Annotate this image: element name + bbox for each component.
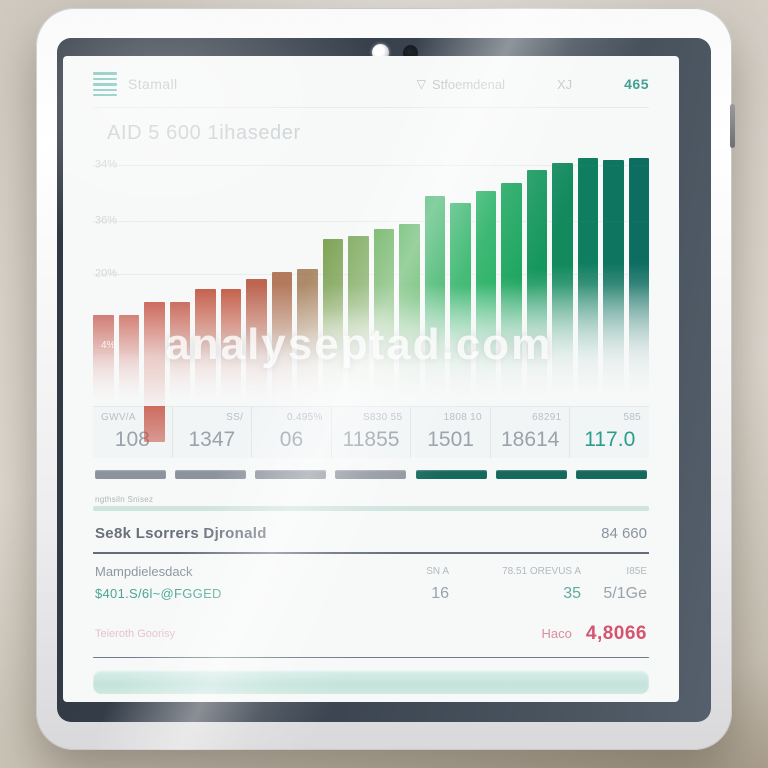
total-row-label: Teieroth Goorisy [95, 627, 176, 640]
gridline [93, 221, 649, 223]
secondary-control[interactable]: XJ [556, 76, 573, 92]
power-button [730, 104, 735, 148]
pager-segment[interactable] [255, 469, 327, 479]
list-item[interactable]: $401.S/6l~@FGGED 16 35 5/1Ge [93, 581, 649, 613]
gridline [93, 274, 649, 276]
stat-value: 1501 [427, 427, 474, 451]
stat-cell: 0.495% 06 [251, 406, 331, 458]
section-label: ngthsiln Snisez [95, 494, 154, 504]
funnel-icon: ▽ [416, 77, 426, 92]
menu-group: Stamall [93, 72, 178, 97]
list-item-col2: 35 [563, 584, 581, 602]
gridline [93, 165, 649, 167]
watermark-text: analyseptad.com [165, 319, 553, 369]
total-value: 4,8066 [585, 622, 647, 644]
top-bar: Stamall ▽ Stfoemdenal XJ 465 [93, 62, 649, 108]
pager-segment[interactable] [575, 469, 647, 479]
section-underline [93, 505, 649, 511]
stat-value: 18614 [500, 427, 560, 451]
bar-chart: 4% analyseptad.com 34% 36% 20% [87, 153, 655, 442]
stat-label: 68291 [532, 411, 562, 423]
stats-strip: GWV/A 108 SS/1347 0.495% 06 S830 55 11855 1808 … [93, 405, 649, 458]
screen-bezel: Stamall ▽ Stfoemdenal XJ 465 AID 5 600 1… [57, 38, 711, 722]
pager-segment[interactable] [175, 469, 247, 479]
chart-fade-overlay [87, 284, 655, 406]
subheader-label: Mampdielesdack [95, 563, 193, 579]
stat-label: 585 [623, 411, 642, 423]
stat-cell: SS/1347 [171, 406, 252, 458]
stat-label: 0.495% [287, 411, 323, 423]
stat-value: 117.0 [584, 427, 636, 451]
subheader-col2: 78.51 OREVUS A [502, 565, 581, 577]
page-title: AID 5 600 1ihaseder [107, 121, 301, 144]
y-tick-label: 34% [95, 158, 118, 171]
count-badge: 465 [624, 76, 649, 93]
filter-control[interactable]: ▽ Stfoemdenal [417, 77, 505, 92]
list-item-label: Se8k Lsorrers Djronald [95, 524, 267, 542]
topbar-right-group: ▽ Stfoemdenal XJ 465 [417, 76, 649, 92]
stat-cell: GWV/A 108 [93, 407, 172, 458]
total-tag: Haco [541, 626, 572, 641]
bottom-bar[interactable] [93, 670, 649, 695]
stat-cell: 1808 10 1501 [410, 406, 490, 458]
stat-cell: 68291 18614 [489, 406, 570, 458]
subheader-col1: SN A [426, 565, 449, 577]
stat-value: 1347 [188, 427, 236, 451]
total-row[interactable]: Teieroth Goorisy Haco 4,8066 [93, 613, 649, 655]
stat-value: 06 [279, 427, 304, 451]
stat-label: GWV/A [101, 411, 136, 423]
stat-label: S830 55 [362, 411, 403, 423]
list-item-col1: 16 [431, 584, 449, 602]
subheader-col3: I85E [626, 565, 647, 577]
pager-segment[interactable] [495, 469, 567, 479]
list-subheader-row: Mampdielesdack SN A 78.51 OREVUS A I85E [93, 554, 649, 581]
menu-label: Stamall [128, 76, 178, 93]
list-item-value: 84 660 [601, 524, 647, 542]
stat-value: 11855 [342, 427, 400, 451]
list-item-col3: 5/1Ge [603, 584, 647, 602]
list-item[interactable]: Se8k Lsorrers Djronald 84 660 [93, 517, 649, 554]
hamburger-icon[interactable] [93, 72, 117, 97]
pager-segment[interactable] [95, 469, 166, 479]
stat-label: 1808 10 [443, 411, 482, 423]
stat-cell: S830 55 11855 [330, 406, 411, 458]
bottom-divider [93, 656, 649, 659]
stat-value: 108 [114, 427, 150, 451]
y-tick-label: 36% [95, 214, 118, 227]
list-item-label: $401.S/6l~@FGGED [95, 586, 222, 601]
bar-annotation: 4% [101, 340, 116, 352]
stat-cell: 585 117.0 [569, 406, 649, 458]
app-screen: Stamall ▽ Stfoemdenal XJ 465 AID 5 600 1… [63, 56, 679, 702]
pager-segment[interactable] [335, 469, 407, 479]
pager-strip [93, 458, 649, 489]
stat-label: SS/ [226, 411, 244, 423]
pager-segment[interactable] [415, 469, 487, 479]
y-tick-label: 20% [95, 267, 118, 280]
tablet-device: Stamall ▽ Stfoemdenal XJ 465 AID 5 600 1… [36, 8, 735, 750]
filter-label: Stfoemdenal [431, 76, 505, 92]
